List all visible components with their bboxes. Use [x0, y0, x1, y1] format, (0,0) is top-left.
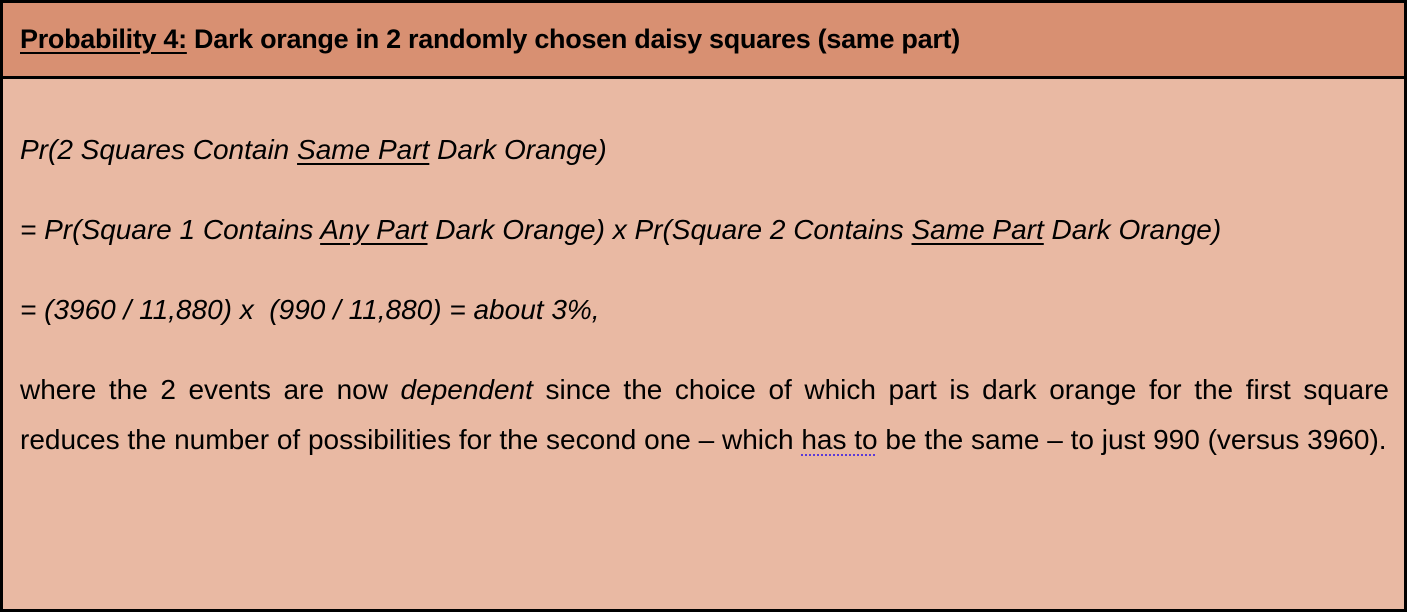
- header-title: Dark orange in 2 randomly chosen daisy s…: [186, 24, 960, 54]
- table-header: Probability 4: Dark orange in 2 randomly…: [3, 3, 1404, 79]
- table-body: Pr(2 Squares Contain Same Part Dark Oran…: [3, 125, 1404, 465]
- text: where the 2 events are now: [20, 374, 401, 405]
- text: = Pr(Square 1 Contains: [20, 214, 321, 245]
- underlined-text: Same Part: [297, 134, 430, 165]
- explanation-paragraph: where the 2 events are now dependent sin…: [20, 365, 1389, 465]
- header-label: Probability 4:: [20, 24, 187, 54]
- grammar-flagged-text[interactable]: has to: [801, 424, 878, 455]
- formula-line-2: = Pr(Square 1 Contains Any Part Dark Ora…: [20, 205, 1389, 255]
- text: Pr(2 Squares Contain: [20, 134, 298, 165]
- text: be the same – to just 990 (versus 3960).: [877, 424, 1387, 455]
- underlined-text: Same Part: [911, 214, 1044, 245]
- text: Dark Orange) x Pr(Square 2 Contains: [427, 214, 912, 245]
- formula-line-3: = (3960 / 11,880) x (990 / 11,880) = abo…: [20, 294, 600, 325]
- text: since the choice of which part is dark o…: [20, 374, 1389, 455]
- text: Dark Orange): [1043, 214, 1222, 245]
- underlined-text: Any Part: [320, 214, 428, 245]
- formula-line-1: Pr(2 Squares Contain Same Part Dark Oran…: [20, 125, 1389, 175]
- text: Dark Orange): [429, 134, 607, 165]
- emphasized-text: dependent: [400, 374, 533, 405]
